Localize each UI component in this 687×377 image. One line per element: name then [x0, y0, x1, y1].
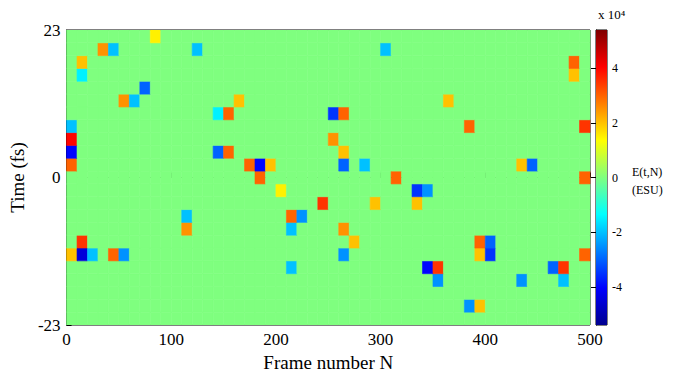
svg-text:23: 23 — [44, 21, 61, 40]
svg-text:300: 300 — [368, 330, 394, 349]
svg-text:2: 2 — [612, 116, 618, 130]
svg-text:E(t,N): E(t,N) — [632, 165, 662, 179]
svg-text:Frame number N: Frame number N — [263, 352, 393, 373]
svg-text:-2: -2 — [612, 225, 622, 239]
svg-text:x 10⁴: x 10⁴ — [598, 7, 626, 22]
svg-text:200: 200 — [263, 330, 289, 349]
svg-text:-4: -4 — [612, 280, 622, 294]
svg-text:0: 0 — [62, 330, 71, 349]
svg-text:0: 0 — [52, 168, 61, 187]
svg-text:(ESU): (ESU) — [632, 183, 663, 197]
svg-text:400: 400 — [473, 330, 499, 349]
svg-text:4: 4 — [612, 61, 618, 75]
svg-text:0: 0 — [612, 171, 618, 185]
svg-text:100: 100 — [158, 330, 184, 349]
svg-text:Time (fs): Time (fs) — [7, 142, 29, 213]
svg-text:500: 500 — [577, 330, 603, 349]
svg-text:-23: -23 — [38, 316, 61, 335]
